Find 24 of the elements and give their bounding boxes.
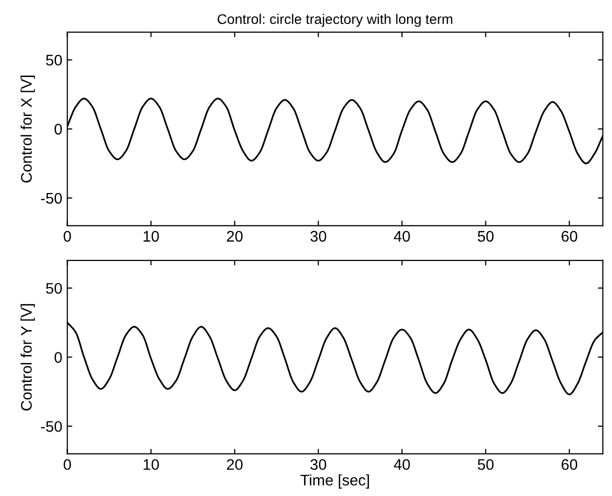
x-tick-label: 0 <box>64 230 71 242</box>
x-tick-label: 0 <box>64 459 71 470</box>
y-axis-title: Control for Y [V] <box>20 304 35 410</box>
x-tick-label: 50 <box>478 230 494 242</box>
x-tick-label: 50 <box>478 459 494 470</box>
x-tick-label: 60 <box>562 459 578 470</box>
y-tick-label: 50 <box>46 282 62 294</box>
y-tick-label: -50 <box>41 421 62 432</box>
y-tick-label: 50 <box>46 54 62 66</box>
x-tick-label: 60 <box>562 230 578 242</box>
x-tick-label: 20 <box>226 230 243 242</box>
x-tick-label: 40 <box>394 230 410 242</box>
x-axis-title: Time [sec] <box>300 474 369 489</box>
x-tick-label: 30 <box>310 230 326 242</box>
x-tick-label: 40 <box>394 459 410 470</box>
y-axis-title: Control for X [V] <box>20 76 35 182</box>
y-tick-label: -50 <box>41 192 62 204</box>
x-tick-label: 30 <box>310 459 326 470</box>
y-tick-label: 0 <box>54 124 62 135</box>
y-tick-label: 0 <box>54 352 62 363</box>
x-tick-label: 20 <box>226 459 243 470</box>
x-tick-label: 10 <box>144 230 159 242</box>
chart-title: Control: circle trajectory with long term <box>218 14 452 27</box>
x-tick-label: 10 <box>144 459 159 470</box>
